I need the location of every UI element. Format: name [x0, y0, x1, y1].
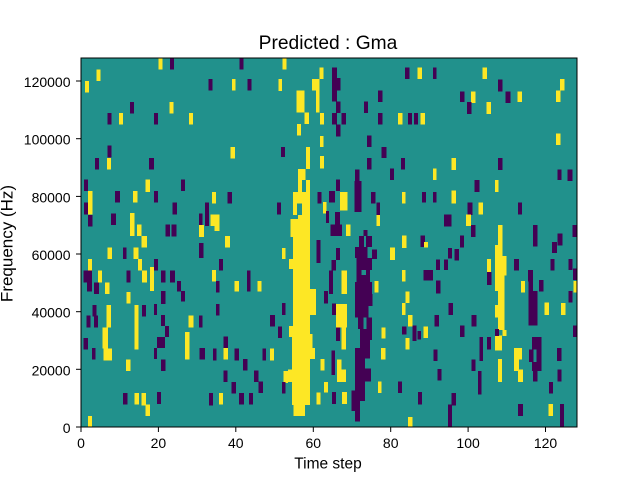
svg-text:20000: 20000	[32, 362, 71, 378]
svg-text:80: 80	[383, 435, 399, 451]
svg-text:100000: 100000	[24, 132, 71, 148]
svg-text:100: 100	[456, 435, 480, 451]
svg-text:60: 60	[306, 435, 322, 451]
svg-text:40000: 40000	[32, 305, 71, 321]
svg-text:Frequency (Hz): Frequency (Hz)	[0, 185, 17, 302]
svg-text:120000: 120000	[24, 74, 71, 90]
svg-text:Predicted : Gma: Predicted : Gma	[259, 33, 398, 54]
svg-text:20: 20	[151, 435, 167, 451]
svg-text:0: 0	[63, 420, 71, 436]
svg-text:80000: 80000	[32, 189, 71, 205]
svg-text:120: 120	[534, 435, 558, 451]
svg-text:Time step: Time step	[294, 456, 361, 473]
svg-text:60000: 60000	[32, 247, 71, 263]
svg-text:40: 40	[228, 435, 244, 451]
svg-text:0: 0	[77, 435, 85, 451]
